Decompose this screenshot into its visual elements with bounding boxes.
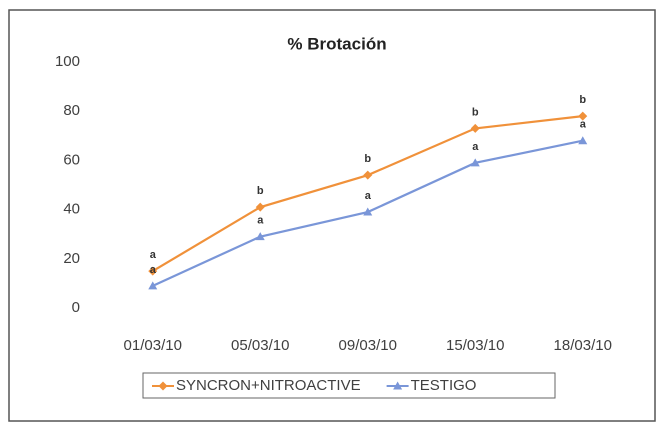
- x-tick-label: 15/03/10: [446, 337, 504, 354]
- marker: [158, 381, 168, 391]
- y-tick-label: 100: [55, 53, 80, 70]
- marker: [255, 202, 265, 212]
- marker: [363, 170, 373, 180]
- marker: [470, 158, 480, 167]
- marker: [578, 136, 588, 145]
- y-tick-label: 40: [63, 201, 80, 218]
- point-label: b: [257, 185, 264, 197]
- x-tick-label: 09/03/10: [339, 337, 397, 354]
- point-label: a: [257, 215, 264, 227]
- point-label: a: [150, 264, 157, 276]
- point-label: b: [364, 153, 371, 165]
- point-label: a: [472, 141, 479, 153]
- marker: [255, 232, 265, 241]
- chart-frame: [8, 9, 656, 422]
- marker: [578, 111, 588, 121]
- y-tick-label: 80: [63, 102, 80, 119]
- legend-label: TESTIGO: [411, 377, 477, 394]
- x-tick-label: 05/03/10: [231, 337, 289, 354]
- point-label: b: [472, 106, 479, 118]
- legend-box: [142, 372, 556, 399]
- y-tick-label: 60: [63, 151, 80, 168]
- point-label: a: [365, 190, 372, 202]
- point-label: b: [579, 94, 586, 106]
- legend-label: SYNCRON+NITROACTIVE: [176, 377, 361, 394]
- point-label: a: [150, 249, 157, 261]
- point-label: a: [580, 119, 587, 131]
- marker: [363, 207, 373, 216]
- marker: [393, 381, 403, 390]
- chart-title: % Brotación: [287, 34, 386, 53]
- marker: [470, 123, 480, 133]
- x-tick-label: 01/03/10: [124, 337, 182, 354]
- marker: [148, 281, 158, 290]
- marker: [148, 266, 158, 276]
- y-tick-label: 20: [63, 250, 80, 267]
- x-tick-label: 18/03/10: [554, 337, 612, 354]
- y-tick-label: 0: [72, 299, 80, 316]
